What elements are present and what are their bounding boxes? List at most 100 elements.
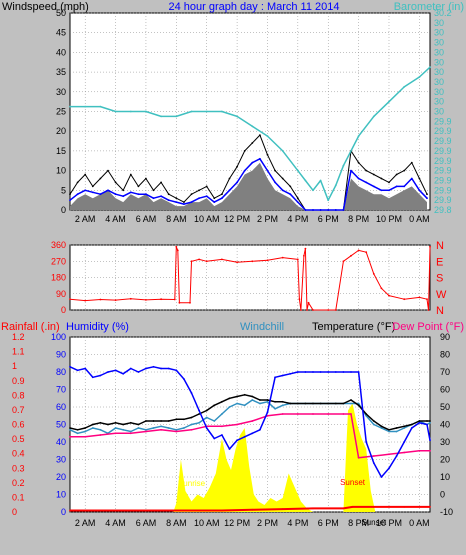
wind-direction-point	[427, 309, 430, 311]
wind-avg-point	[167, 199, 170, 202]
barometer-tick-label: 30	[434, 38, 444, 48]
temperature-x-tick-label: 0 AM	[409, 518, 430, 528]
rainfall-tick-label: 0.3	[12, 463, 25, 473]
humidity-tick-label: 30	[56, 455, 66, 465]
temperature-point	[410, 423, 413, 426]
wind-avg-point	[350, 169, 352, 172]
temperature-x-tick-label: 12 PM	[224, 518, 250, 528]
windspeed-point	[228, 177, 231, 180]
windspeed-point	[372, 173, 375, 176]
windchill-point	[350, 402, 352, 405]
humidity-point	[327, 371, 330, 373]
temperature-point	[205, 409, 208, 412]
windspeed-point	[91, 185, 94, 188]
wind-direction-point	[236, 261, 239, 264]
windspeed-tick-label: 35	[56, 67, 66, 77]
humidity-tick-label: 20	[56, 472, 66, 482]
temperature-point	[304, 402, 307, 405]
wind-avg-point	[129, 191, 132, 194]
temperature-point	[327, 402, 330, 405]
humidity-point	[167, 367, 170, 370]
wind-direction-point	[205, 260, 208, 263]
wind-direction-point	[334, 309, 337, 311]
humidity-tick-label: 10	[56, 490, 66, 500]
windspeed-x-tick-label: 10 PM	[376, 214, 402, 224]
dewpoint-point	[160, 428, 163, 431]
rainfall-tick-label: 0.6	[12, 420, 25, 430]
humidity-point	[228, 448, 231, 450]
wind-avg-point	[205, 195, 208, 198]
wind-avg-point	[357, 177, 360, 180]
windchill-point	[167, 427, 170, 429]
windspeed-x-tick-label: 4 PM	[287, 214, 308, 224]
barometer-tick-label: 29.9	[434, 185, 452, 195]
rainfall-point	[372, 506, 375, 508]
wind-direction-point	[342, 260, 345, 263]
humidity-point	[76, 369, 79, 372]
temperature-x-tick-label: 2 PM	[257, 518, 278, 528]
temperature-point	[69, 427, 71, 429]
barometer-point	[418, 76, 421, 78]
barometer-tick-label: 30	[434, 18, 444, 28]
barometer-point	[69, 105, 71, 108]
wind-avg-point	[99, 193, 102, 196]
barometer-point	[319, 179, 322, 182]
barometer-tick-label: 29.9	[434, 195, 452, 205]
temperature-tick-label: 80	[440, 350, 450, 360]
wind-avg-point	[114, 193, 117, 196]
humidity-tick-label: 70	[56, 385, 66, 395]
barometer-tick-label: 29.9	[434, 116, 452, 126]
wind-avg-point	[107, 189, 109, 192]
dewpoint-point	[342, 413, 345, 415]
windspeed-point	[418, 177, 421, 180]
windspeed-point	[145, 177, 147, 180]
humidity-point	[183, 378, 185, 380]
temperature-point	[342, 402, 345, 405]
windspeed-point	[198, 189, 201, 192]
temperature-point	[228, 397, 231, 400]
temperature-point	[357, 404, 360, 407]
windchill-point	[114, 427, 117, 429]
wind-avg-point	[403, 185, 406, 188]
windchill-point	[228, 406, 231, 408]
dewpoint-point	[190, 428, 193, 431]
windspeed-point	[403, 169, 406, 172]
humidity-point	[213, 437, 216, 440]
barometer-tick-label: 30	[434, 28, 444, 38]
windspeed-tick-label: 5	[61, 185, 66, 195]
temperature-point	[152, 420, 155, 422]
humidity-point	[342, 371, 345, 373]
temperature-point	[137, 423, 140, 426]
windchill-point	[76, 432, 79, 435]
windspeed-point	[183, 201, 185, 204]
windspeed-point	[152, 189, 155, 192]
humidity-tick-label: 80	[56, 367, 66, 377]
humidity-tick-label: 40	[56, 437, 66, 447]
dewpoint-point	[372, 455, 375, 457]
windchill-point	[372, 423, 375, 426]
wind-avg-point	[137, 193, 140, 196]
wind-avg-point	[342, 209, 345, 211]
wind-avg-point	[183, 203, 185, 206]
temperature-tick-label: 10	[440, 472, 450, 482]
humidity-point	[426, 423, 428, 426]
dewpoint-point	[99, 434, 102, 436]
temperature-tick-label: 20	[440, 455, 450, 465]
humidity-point	[190, 392, 193, 394]
windchill-point	[183, 427, 185, 429]
wind-direction-line	[69, 246, 431, 311]
temperature-x-tick-label: 6 AM	[136, 518, 157, 528]
barometer-tick-label: 29.9	[434, 146, 452, 156]
wind-avg-point	[304, 209, 307, 211]
windspeed-x-tick-label: 2 PM	[257, 214, 278, 224]
windspeed-point	[243, 150, 246, 152]
wind-avg-point	[76, 193, 79, 196]
windspeed-tick-label: 20	[56, 126, 66, 136]
wind-avg-point	[319, 209, 322, 211]
wind-avg-point	[190, 201, 193, 204]
wind-direction-point	[190, 260, 193, 263]
dewpoint-point	[145, 430, 147, 433]
wind-avg-point	[266, 169, 269, 172]
wind-direction-point	[129, 297, 132, 300]
compass-label: N	[436, 305, 444, 317]
